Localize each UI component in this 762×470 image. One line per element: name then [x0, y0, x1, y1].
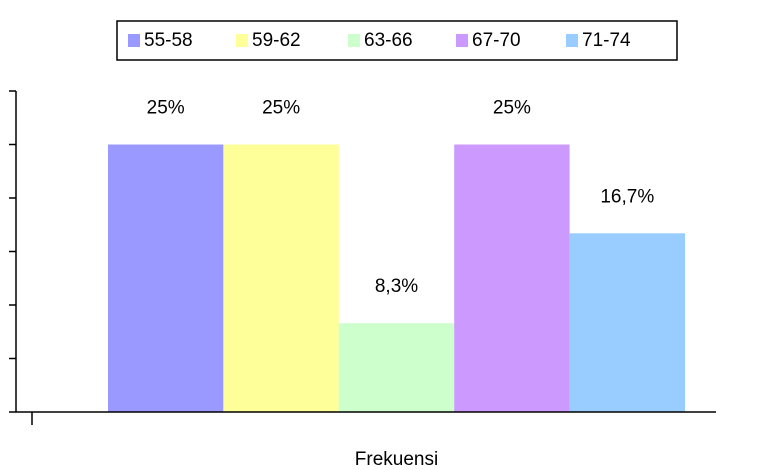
legend-swatch	[236, 34, 248, 47]
legend-box	[116, 20, 678, 61]
legend-label: 63-66	[364, 30, 413, 51]
data-label: 16,7%	[600, 186, 654, 207]
legend-label: 59-62	[252, 30, 301, 51]
data-label: 25%	[147, 98, 185, 119]
legend-label: 67-70	[472, 30, 521, 51]
bar	[338, 323, 455, 412]
data-label: 8,3%	[375, 276, 418, 297]
bar	[454, 144, 570, 412]
legend-swatch	[128, 34, 140, 47]
legend-swatch	[456, 34, 468, 47]
legend-label: 55-58	[144, 30, 193, 51]
legend-swatch	[348, 34, 360, 47]
data-label: 25%	[493, 98, 531, 119]
data-label: 25%	[262, 98, 300, 119]
bar	[569, 233, 685, 412]
x-tick-label: Frekuensi	[355, 449, 438, 470]
legend-swatch	[566, 34, 578, 47]
legend-label: 71-74	[582, 30, 631, 51]
bar	[223, 144, 339, 412]
bar	[108, 144, 224, 412]
